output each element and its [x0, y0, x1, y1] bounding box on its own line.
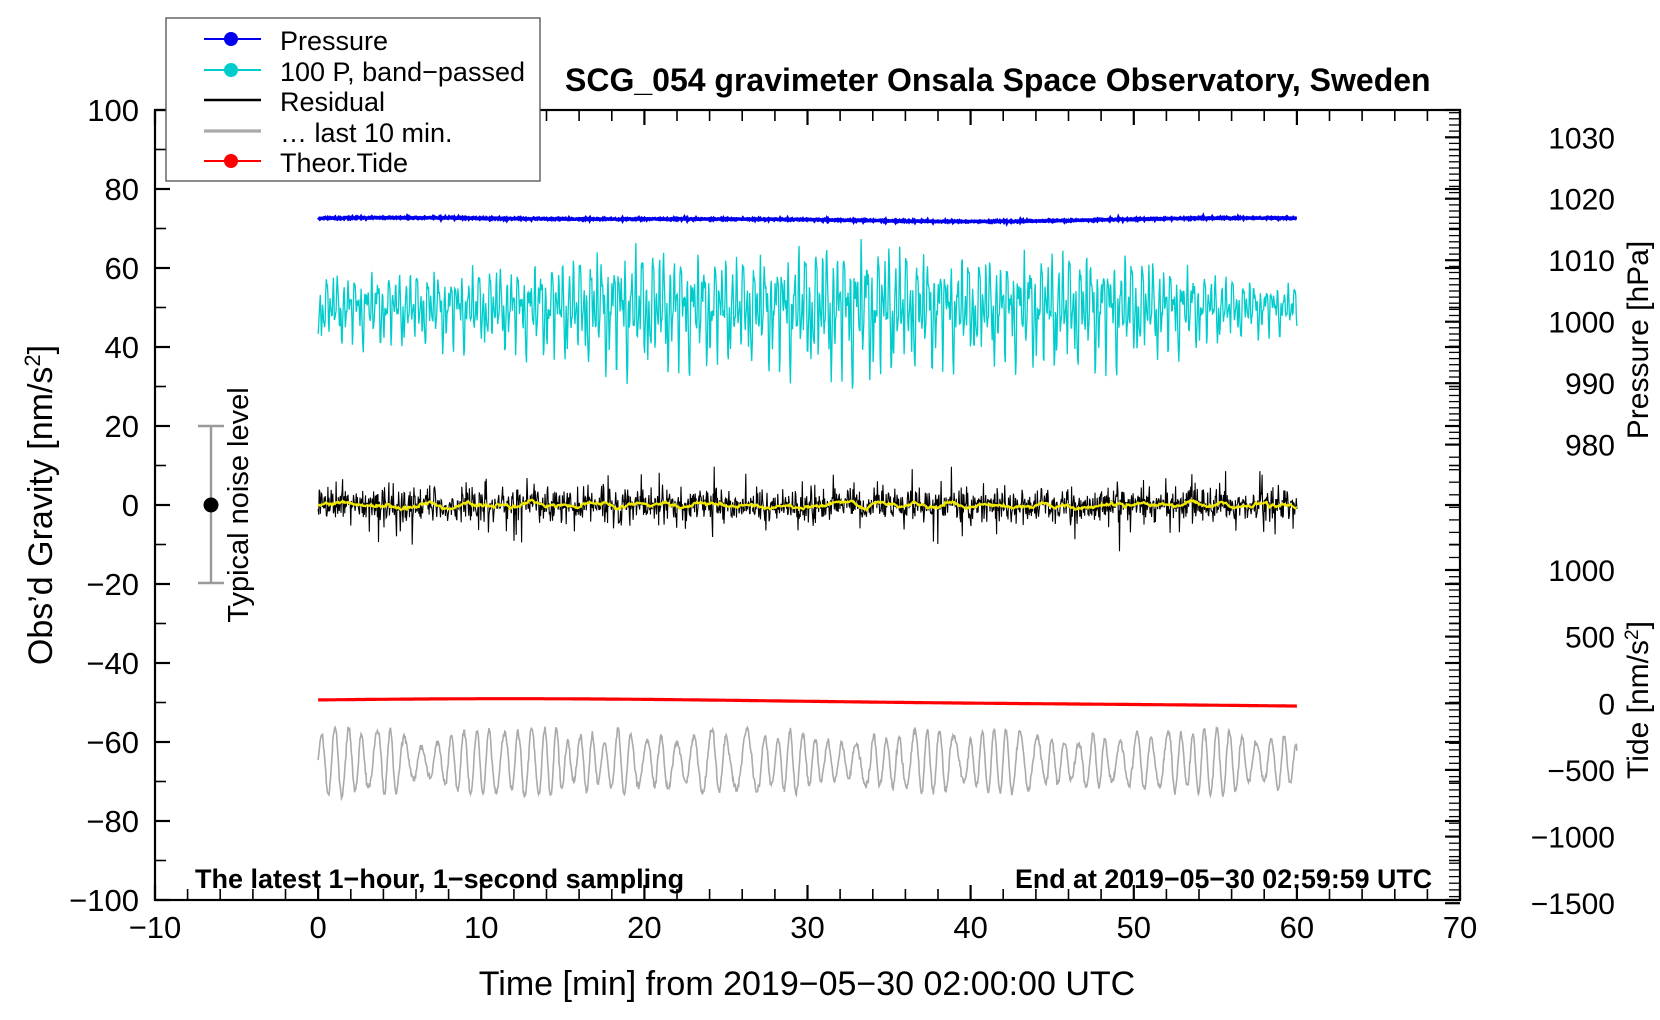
svg-text:−40: −40: [86, 646, 139, 681]
svg-text:The latest 1−hour, 1−second sa: The latest 1−hour, 1−second sampling: [195, 864, 684, 894]
svg-text:1020: 1020: [1548, 184, 1615, 217]
svg-text:−1500: −1500: [1531, 888, 1615, 921]
svg-text:40: 40: [953, 910, 987, 945]
svg-text:Time [min] from 2019−05−30 02:: Time [min] from 2019−05−30 02:00:00 UTC: [479, 965, 1135, 1003]
svg-text:−1000: −1000: [1531, 822, 1615, 855]
svg-text:−10: −10: [129, 910, 182, 945]
svg-text:−80: −80: [86, 804, 139, 839]
svg-text:Residual: Residual: [280, 87, 385, 117]
svg-text:0: 0: [309, 910, 326, 945]
svg-text:1000: 1000: [1548, 307, 1615, 340]
svg-text:100: 100: [87, 93, 139, 128]
svg-text:20: 20: [105, 409, 139, 444]
svg-text:80: 80: [105, 172, 139, 207]
svg-text:Tide [nm/s2]: Tide [nm/s2]: [1622, 621, 1656, 779]
svg-text:20: 20: [627, 910, 661, 945]
svg-text:40: 40: [105, 330, 139, 365]
svg-text:Typical noise level: Typical noise level: [223, 387, 255, 622]
svg-text:10: 10: [464, 910, 498, 945]
svg-text:1030: 1030: [1548, 122, 1615, 155]
svg-text:50: 50: [1117, 910, 1151, 945]
svg-text:990: 990: [1565, 368, 1615, 401]
svg-text:1000: 1000: [1548, 555, 1615, 588]
svg-text:Pressure [hPa]: Pressure [hPa]: [1622, 241, 1655, 439]
svg-text:1010: 1010: [1548, 245, 1615, 278]
svg-text:100 P, band−passed: 100 P, band−passed: [280, 57, 525, 87]
svg-text:60: 60: [1280, 910, 1314, 945]
svg-text:0: 0: [1598, 688, 1615, 721]
svg-text:70: 70: [1443, 910, 1477, 945]
svg-text:Theor.Tide: Theor.Tide: [280, 148, 408, 178]
svg-text:0: 0: [122, 488, 139, 523]
svg-text:−60: −60: [86, 725, 139, 760]
svg-text:−20: −20: [86, 567, 139, 602]
svg-text:SCG_054 gravimeter Onsala Spac: SCG_054 gravimeter Onsala Space Observat…: [565, 62, 1431, 98]
svg-text:Pressure: Pressure: [280, 26, 388, 56]
svg-text:Obs’d Gravity [nm/s2]: Obs’d Gravity [nm/s2]: [20, 345, 61, 665]
svg-text:−500: −500: [1547, 755, 1615, 788]
svg-text:500: 500: [1565, 622, 1615, 655]
svg-text:980: 980: [1565, 430, 1615, 463]
svg-text:… last 10 min.: … last 10 min.: [280, 118, 453, 148]
svg-text:60: 60: [105, 251, 139, 286]
svg-text:30: 30: [790, 910, 824, 945]
svg-text:End at 2019−05−30 02:59:59 UTC: End at 2019−05−30 02:59:59 UTC: [1015, 864, 1432, 894]
